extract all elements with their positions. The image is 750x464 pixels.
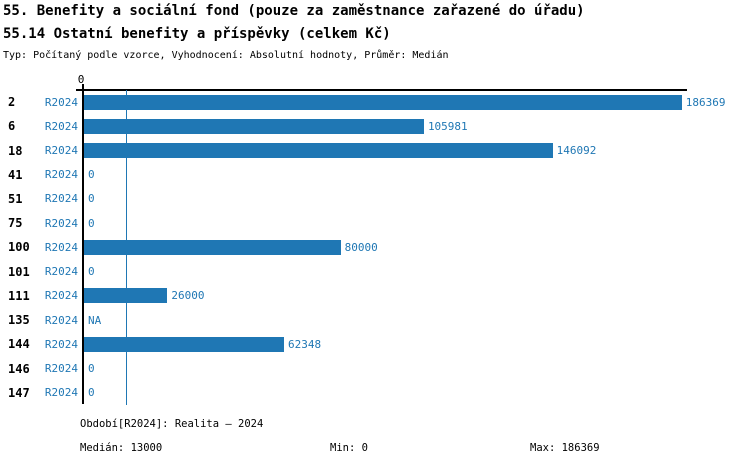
value-label: 62348	[287, 337, 322, 351]
x-axis-zero-tick-label: 0	[77, 73, 85, 86]
bar-row: 135 R2024 NA	[0, 308, 750, 332]
category-label: 144	[8, 337, 30, 352]
category-label: 2	[8, 95, 16, 110]
plot-cell: 0	[84, 191, 686, 206]
category-label: 100	[8, 240, 30, 255]
bar-row: 101 R2024 0	[0, 260, 750, 284]
series-label: R2024	[44, 144, 78, 158]
plot-cell: 80000	[84, 239, 686, 255]
series-label: R2024	[44, 240, 78, 254]
value-label: 146092	[556, 144, 597, 158]
bar-row: 147 R2024 0	[0, 381, 750, 405]
series-label: R2024	[44, 362, 78, 376]
bar-row: 146 R2024 0	[0, 356, 750, 380]
category-label: 75	[8, 216, 23, 231]
plot-cell: 0	[84, 264, 686, 279]
value-label: 0	[88, 386, 95, 400]
median-stat: Medián: 13000	[80, 442, 163, 454]
plot-cell: 186369	[84, 94, 726, 110]
bar-row: 6 R2024 105981	[0, 114, 750, 138]
value-label: 186369	[685, 95, 726, 109]
category-label: 147	[8, 385, 30, 400]
bar-chart: 2 R2024 186369 6 R2024 105981 18 R2024 146092 41 R…	[0, 90, 750, 405]
bar-row: 51 R2024 0	[0, 187, 750, 211]
series-label: R2024	[44, 265, 78, 279]
bar	[84, 94, 682, 110]
bar-row: 41 R2024 0	[0, 163, 750, 187]
plot-cell: 0	[84, 361, 686, 376]
value-label: 80000	[344, 240, 378, 254]
category-label: 111	[8, 288, 30, 303]
value-label: 105981	[427, 119, 468, 133]
bar	[84, 336, 284, 352]
plot-cell: 0	[84, 385, 686, 400]
value-label: 0	[88, 362, 95, 376]
bar-row: 2 R2024 186369	[0, 90, 750, 114]
category-label: 101	[8, 264, 30, 279]
value-label: 0	[88, 265, 95, 279]
bar-row: 18 R2024 146092	[0, 138, 750, 162]
series-label: R2024	[44, 216, 78, 230]
category-label: 135	[8, 313, 30, 328]
min-stat: Min: 0	[330, 442, 368, 454]
plot-cell: NA	[84, 314, 686, 327]
chart-title: 55. Benefity a sociální fond (pouze za z…	[3, 3, 585, 19]
series-label: R2024	[44, 289, 78, 303]
value-label: NA	[88, 313, 102, 327]
category-label: 51	[8, 191, 23, 206]
chart-subtitle: 55.14 Ostatní benefity a příspěvky (celk…	[3, 26, 391, 42]
series-label: R2024	[44, 192, 78, 206]
max-stat: Max: 186369	[530, 442, 600, 454]
series-label: R2024	[44, 95, 78, 109]
value-label: 0	[88, 192, 95, 206]
bar	[84, 143, 553, 159]
bar	[84, 118, 424, 134]
bar-row: 144 R2024 62348	[0, 332, 750, 356]
plot-cell: 26000	[84, 288, 686, 304]
value-label: 0	[88, 216, 95, 230]
category-label: 146	[8, 361, 30, 376]
category-label: 41	[8, 167, 23, 182]
period-label: Období[R2024]: Realita – 2024	[80, 418, 264, 430]
plot-cell: 0	[84, 167, 686, 182]
bar-row: 100 R2024 80000	[0, 235, 750, 259]
value-label: 26000	[171, 289, 205, 303]
plot-cell: 146092	[84, 143, 686, 159]
bar-row: 75 R2024 0	[0, 211, 750, 235]
plot-cell: 0	[84, 216, 686, 231]
plot-cell: 105981	[84, 118, 686, 134]
category-label: 6	[8, 119, 16, 134]
bar-row: 111 R2024 26000	[0, 284, 750, 308]
category-label: 18	[8, 143, 23, 158]
series-label: R2024	[44, 168, 78, 182]
bar	[84, 288, 168, 304]
series-label: R2024	[44, 337, 78, 351]
series-label: R2024	[44, 313, 78, 327]
bar	[84, 239, 341, 255]
series-label: R2024	[44, 386, 78, 400]
plot-cell: 62348	[84, 336, 686, 352]
chart-meta-info: Typ: Počítaný podle vzorce, Vyhodnocení:…	[3, 50, 449, 61]
value-label: 0	[88, 168, 95, 182]
series-label: R2024	[44, 119, 78, 133]
